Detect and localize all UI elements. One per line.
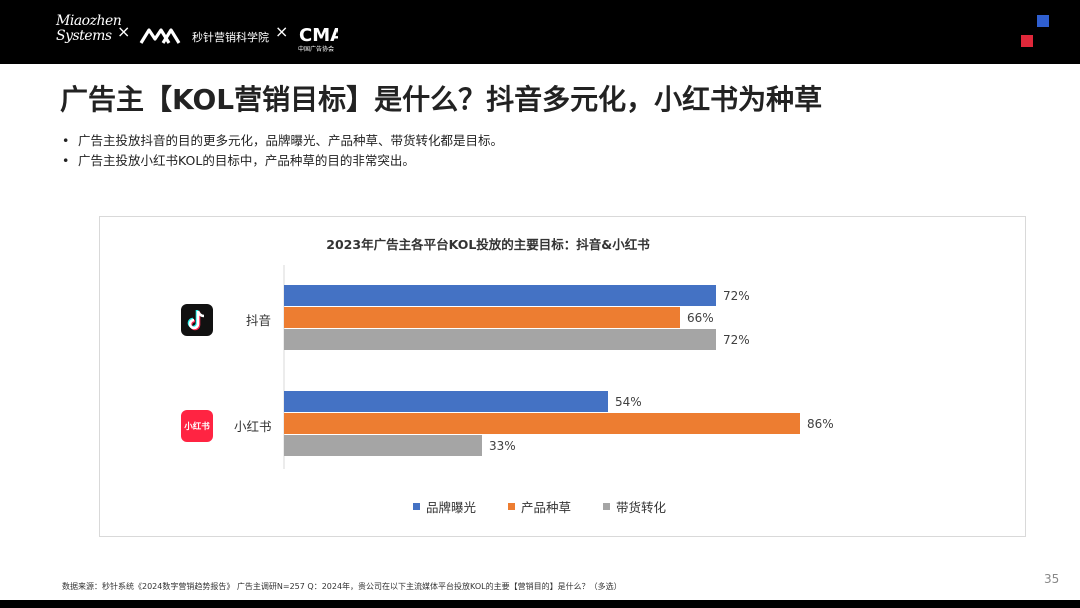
bottom-bar xyxy=(0,600,1080,608)
legend-swatch-orange xyxy=(508,503,516,510)
bar xyxy=(284,307,680,328)
douyin-icon xyxy=(181,304,213,336)
bar xyxy=(284,435,482,456)
bullet-symbol: • xyxy=(62,153,70,168)
bullet-text-1: 广告主投放抖音的目的更多元化，品牌曝光、产品种草、带货转化都是目标。 xyxy=(78,133,504,148)
bullet-text-2: 广告主投放小红书KOL的目标中，产品种草的目的非常突出。 xyxy=(78,153,415,168)
cross-separator-2: × xyxy=(275,22,289,41)
data-source-footnote: 数据来源：秒针系统《2024数字营销趋势报告》 广告主调研N=257 Q：202… xyxy=(62,582,622,591)
accent-square-blue xyxy=(1037,15,1049,27)
xiaohongshu-icon: 小红书 xyxy=(181,410,213,442)
academy-name: 秒针营销科学院 xyxy=(192,31,269,44)
top-banner: Miaozhen Systems × 秒针营销科学院 × CMA 中国广告协会 xyxy=(0,0,1080,64)
data-label: 86% xyxy=(807,417,834,431)
cma-logo-text: CMA xyxy=(299,25,338,44)
bar-chart: 72% 66% 72% 54% 86% 33% xyxy=(283,265,834,469)
category-label-douyin: 抖音 xyxy=(246,313,272,328)
bullet-item: • 广告主投放抖音的目的更多元化，品牌曝光、产品种草、带货转化都是目标。 xyxy=(62,131,503,151)
legend-item-product-seeding: 产品种草 xyxy=(508,497,571,516)
douyin-note-glyph xyxy=(187,310,205,331)
chart-frame: 2023年广告主各平台KOL投放的主要目标：抖音&小红书 72% 66% 72% 54… xyxy=(99,216,1026,537)
bullet-item: • 广告主投放小红书KOL的目标中，产品种草的目的非常突出。 xyxy=(62,151,503,171)
bullet-list: • 广告主投放抖音的目的更多元化，品牌曝光、产品种草、带货转化都是目标。 • 广… xyxy=(62,131,503,171)
bar xyxy=(284,285,716,306)
chart-title: 2023年广告主各平台KOL投放的主要目标：抖音&小红书 xyxy=(326,237,650,252)
legend-label: 品牌曝光 xyxy=(426,500,477,515)
data-label: 72% xyxy=(723,289,750,303)
bar xyxy=(284,329,716,350)
legend-swatch-gray xyxy=(603,503,611,510)
brand-line-2: Systems xyxy=(56,28,112,44)
page-number: 35 xyxy=(1044,572,1060,586)
data-label: 72% xyxy=(723,333,750,347)
miaozhen-logo: Miaozhen Systems xyxy=(56,13,122,44)
cma-logo-icon: CMA xyxy=(299,25,338,44)
cma-subtitle: 中国广告协会 xyxy=(298,46,335,53)
data-label: 33% xyxy=(489,439,516,453)
accent-square-red xyxy=(1021,35,1033,47)
brand-line-1: Miaozhen xyxy=(56,13,122,29)
page-title: 广告主【KOL营销目标】是什么？抖音多元化，小红书为种草 xyxy=(60,83,823,116)
category-label-xiaohongshu: 小红书 xyxy=(234,419,272,434)
legend-item-brand-exposure: 品牌曝光 xyxy=(413,497,476,516)
data-label: 54% xyxy=(615,395,642,409)
bar xyxy=(284,391,608,412)
cross-separator-1: × xyxy=(117,22,131,41)
bar xyxy=(284,413,800,434)
chart-legend: 品牌曝光 产品种草 带货转化 xyxy=(413,497,698,516)
data-label: 66% xyxy=(687,311,714,325)
xiaohongshu-icon-text: 小红书 xyxy=(184,422,210,432)
legend-label: 带货转化 xyxy=(616,500,667,515)
legend-item-sales-conversion: 带货转化 xyxy=(603,497,666,516)
ma-logo-icon xyxy=(139,28,181,44)
bullet-symbol: • xyxy=(62,133,70,148)
legend-swatch-blue xyxy=(413,503,420,510)
legend-label: 产品种草 xyxy=(521,500,572,515)
